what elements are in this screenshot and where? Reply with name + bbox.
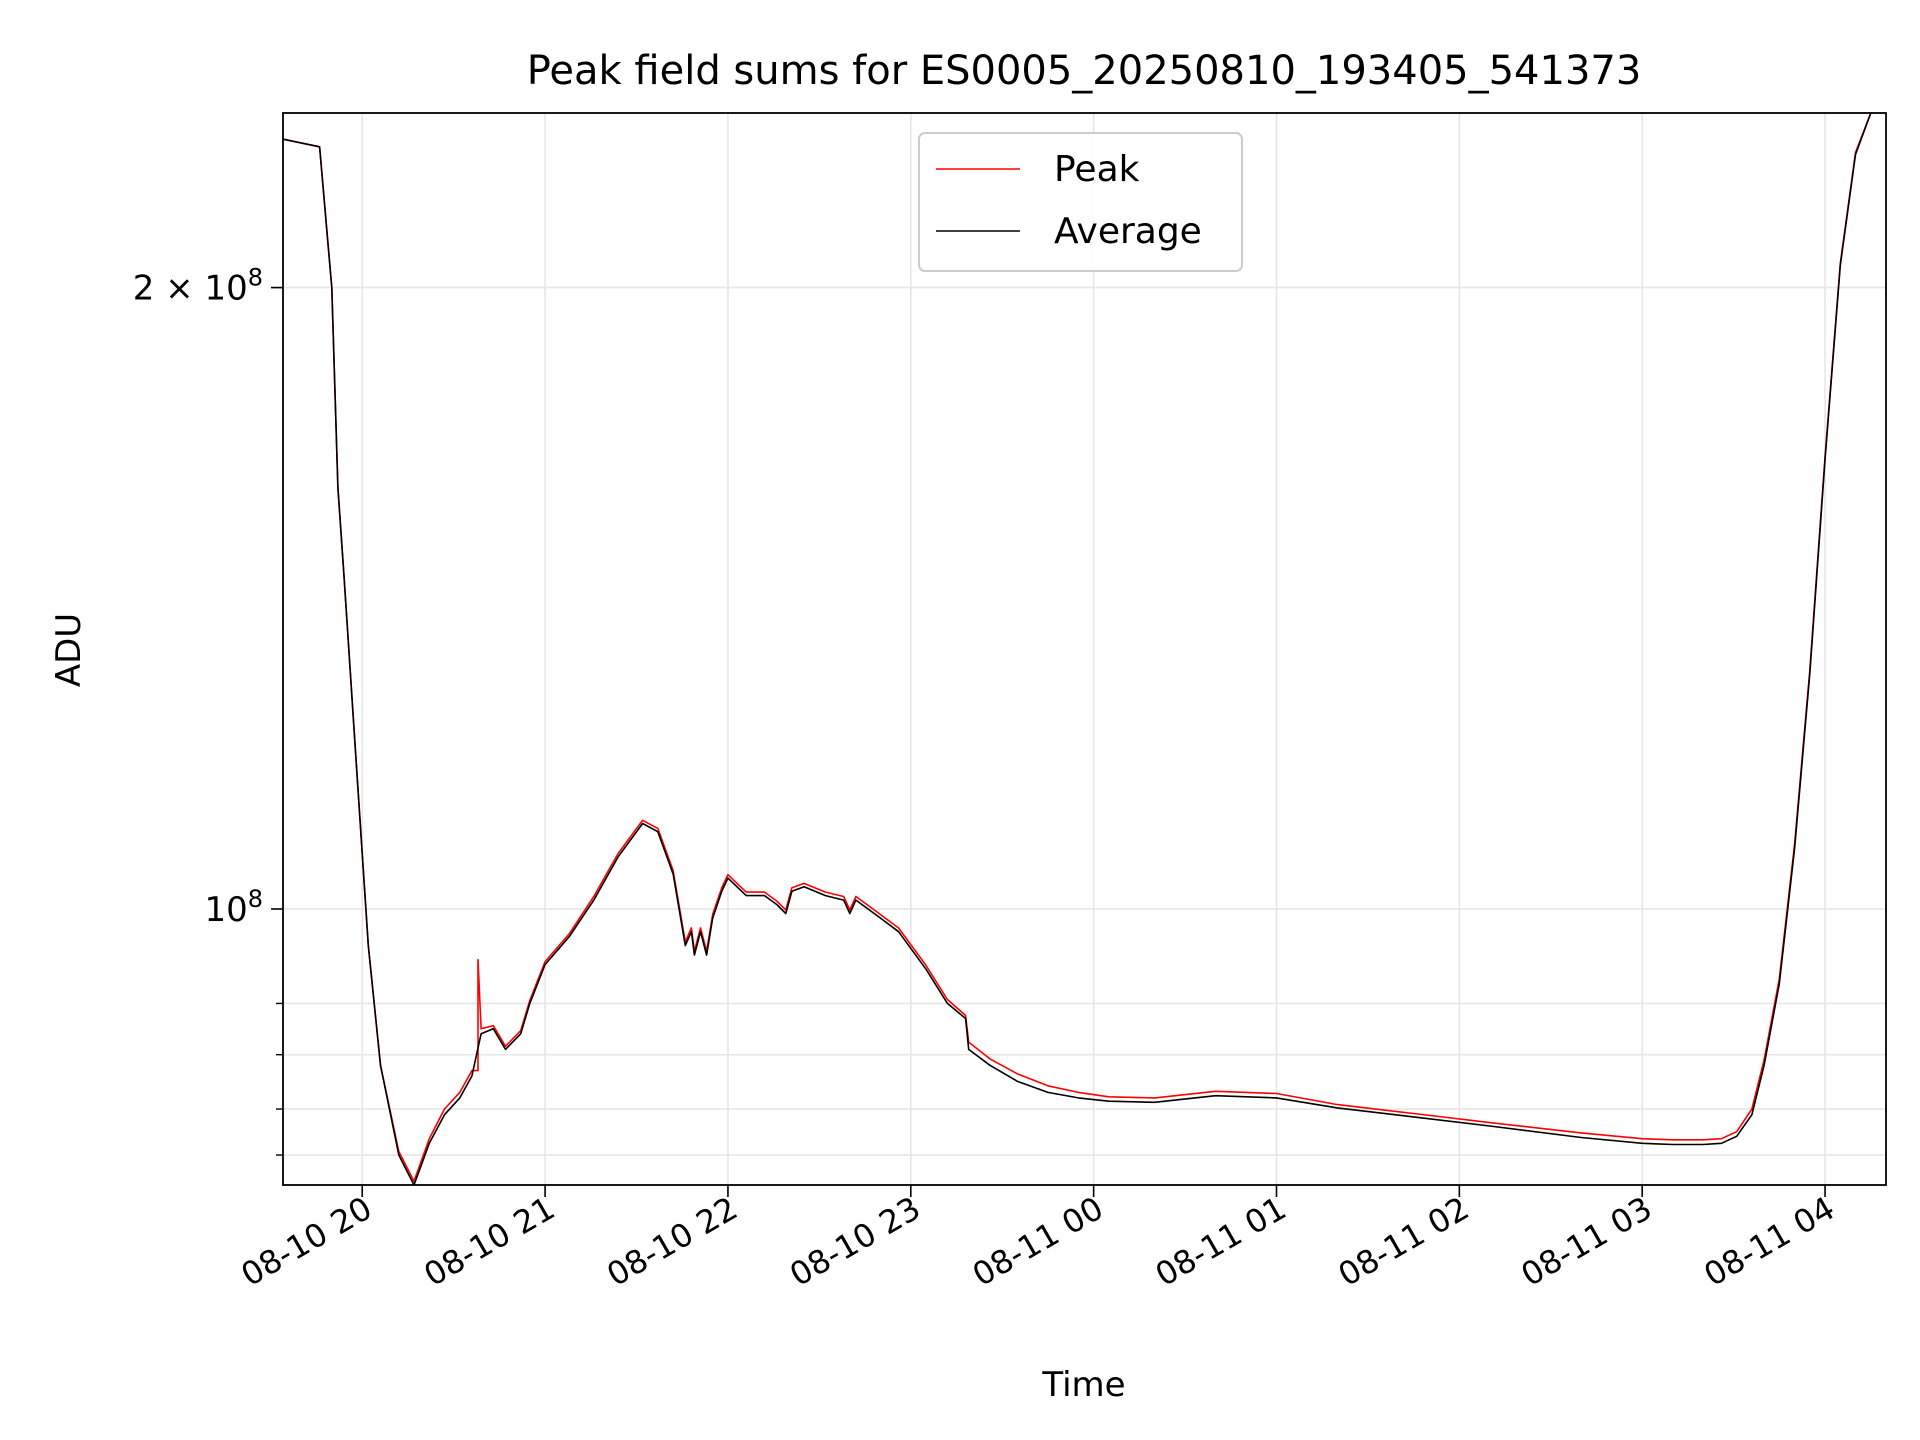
grid-lines bbox=[283, 113, 1886, 1185]
chart-title: Peak field sums for ES0005_20250810_1934… bbox=[527, 48, 1642, 94]
legend: Peak Average bbox=[918, 132, 1243, 272]
legend-label-peak: Peak bbox=[1054, 149, 1140, 190]
y-tick-label: 2 × 108 bbox=[133, 264, 263, 309]
y-tick-label: 108 bbox=[204, 885, 263, 930]
legend-label-average: Average bbox=[1054, 211, 1202, 252]
plot-frame bbox=[282, 112, 1887, 1186]
y-axis-label: ADU bbox=[49, 613, 89, 687]
plot-area bbox=[283, 113, 1886, 1185]
legend-box bbox=[918, 132, 1243, 272]
y-axis: 108 2 × 108 bbox=[133, 264, 283, 1156]
series-line-peak bbox=[283, 113, 1872, 1183]
x-axis-label: Time bbox=[1041, 1365, 1125, 1405]
series-layer bbox=[283, 113, 1872, 1185]
series-line-average bbox=[283, 113, 1872, 1185]
